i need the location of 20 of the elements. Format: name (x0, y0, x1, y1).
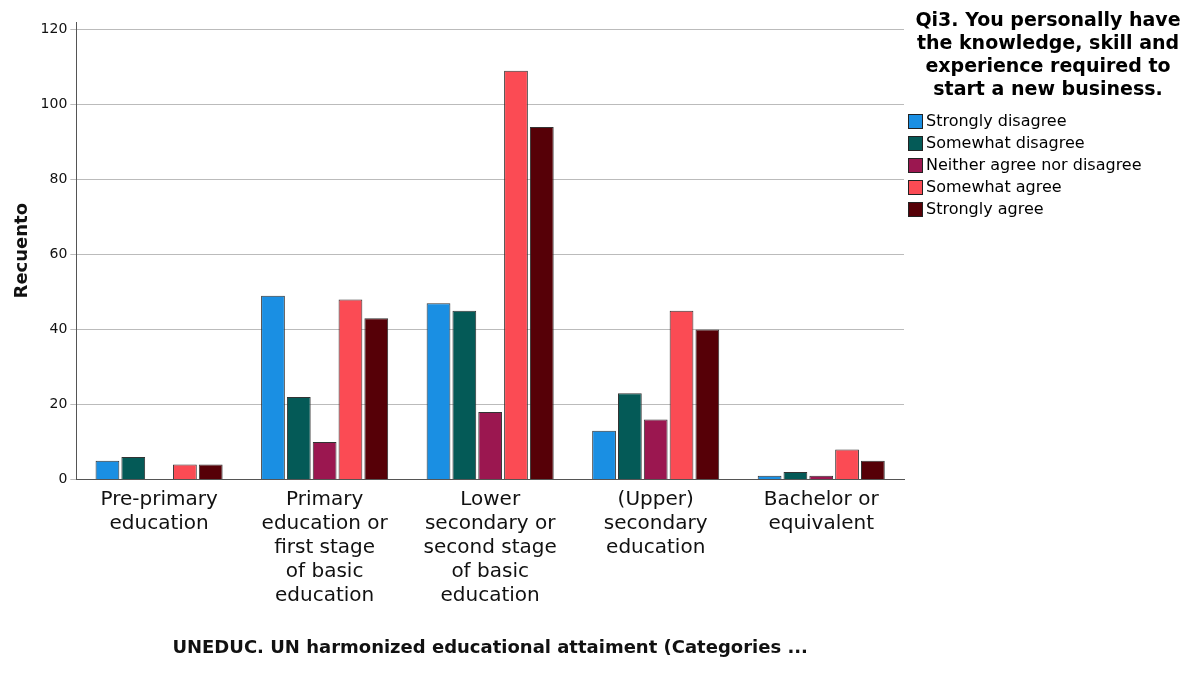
legend-label: Somewhat disagree (926, 132, 1085, 154)
legend-label: Somewhat agree (926, 176, 1062, 198)
y-tick-label: 20 (49, 395, 68, 412)
x-tick-label: (Upper) secondary education (603, 485, 708, 558)
y-tick-label: 100 (40, 95, 68, 112)
y-tick-label: 120 (40, 20, 68, 37)
legend-label: Strongly disagree (926, 110, 1067, 132)
x-tick-label: Primary education or first stage of basic education (261, 485, 389, 606)
x-tick-label: Lower secondary or second stage of basic education (423, 485, 557, 606)
y-tick-label: 40 (49, 320, 68, 337)
x-tick-label: Bachelor or equivalent (763, 485, 880, 534)
legend-label: Strongly agree (926, 198, 1044, 220)
y-tick-label: 60 (49, 245, 68, 262)
x-tick-label: Pre-primary education (100, 485, 218, 534)
x-axis-title: UNEDUC. UN harmonized educational attaiment (Categories ... (172, 635, 808, 657)
y-tick-label: 0 (58, 470, 68, 487)
legend-label: Neither agree nor disagree (926, 154, 1142, 176)
y-axis-title: Recuento (10, 202, 32, 299)
legend-title: Qi3. You personally have the knowledge, skill and experience required to start a new business. (914, 8, 1182, 100)
y-tick-label: 80 (49, 170, 68, 187)
